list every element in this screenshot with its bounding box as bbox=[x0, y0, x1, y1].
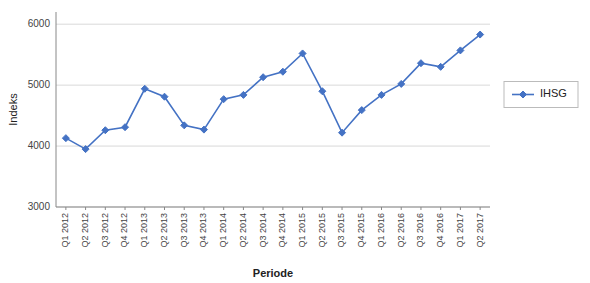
y-axis-line bbox=[56, 12, 57, 207]
point bbox=[299, 50, 306, 57]
point bbox=[62, 135, 69, 142]
x-tick-label: Q4 2012 bbox=[119, 213, 129, 248]
x-tick-label: Q1 2013 bbox=[139, 213, 149, 248]
x-tick bbox=[203, 207, 204, 210]
x-tick bbox=[460, 207, 461, 210]
grid-line bbox=[56, 207, 490, 208]
grid-line bbox=[56, 24, 490, 25]
point bbox=[358, 107, 365, 114]
x-tick-label: Q4 2013 bbox=[198, 213, 208, 248]
x-tick-label: Q2 2012 bbox=[80, 213, 90, 248]
x-tick-label: Q4 2016 bbox=[435, 213, 445, 248]
point bbox=[477, 31, 484, 38]
legend-label: IHSG bbox=[540, 87, 567, 99]
point bbox=[260, 74, 267, 81]
x-tick bbox=[263, 207, 264, 210]
point bbox=[82, 146, 89, 153]
x-tick bbox=[125, 207, 126, 210]
point bbox=[398, 80, 405, 87]
y-tick-label: 6000 bbox=[28, 18, 51, 29]
plot-area bbox=[62, 31, 483, 153]
x-tick bbox=[144, 207, 145, 210]
x-tick bbox=[440, 207, 441, 210]
x-tick-label: Q2 2015 bbox=[317, 213, 327, 248]
grid-line bbox=[56, 85, 490, 86]
point bbox=[339, 129, 346, 136]
x-tick-label: Q1 2015 bbox=[297, 213, 307, 248]
x-tick bbox=[243, 207, 244, 210]
x-tick bbox=[420, 207, 421, 210]
grid-line bbox=[56, 146, 490, 147]
x-tick bbox=[282, 207, 283, 210]
x-tick bbox=[302, 207, 303, 210]
x-tick-label: Q4 2015 bbox=[356, 213, 366, 248]
x-tick bbox=[401, 207, 402, 210]
point bbox=[279, 68, 286, 75]
x-axis: Q1 2012 Q2 2012 Q3 2012 Q4 2012 Q1 2013 Q2 20… bbox=[56, 207, 490, 248]
x-axis-title: Periode bbox=[253, 267, 293, 279]
point bbox=[240, 91, 247, 98]
point bbox=[200, 126, 207, 133]
x-tick-label: Q3 2012 bbox=[100, 213, 110, 248]
x-tick-label: Q1 2017 bbox=[455, 213, 465, 248]
x-tick bbox=[223, 207, 224, 210]
y-tick-label: 5000 bbox=[28, 79, 51, 90]
point bbox=[161, 93, 168, 100]
y-tick-label: 4000 bbox=[28, 140, 51, 151]
x-tick-label: Q2 2014 bbox=[238, 213, 248, 248]
point bbox=[181, 122, 188, 129]
x-tick bbox=[184, 207, 185, 210]
point bbox=[437, 63, 444, 70]
point bbox=[220, 96, 227, 103]
x-tick-label: Q4 2014 bbox=[277, 213, 287, 248]
legend: IHSG bbox=[504, 82, 578, 108]
x-tick-label: Q3 2014 bbox=[258, 213, 268, 248]
x-tick bbox=[480, 207, 481, 210]
point bbox=[122, 124, 129, 131]
x-tick bbox=[65, 207, 66, 210]
point bbox=[141, 85, 148, 92]
x-tick-label: Q2 2013 bbox=[159, 213, 169, 248]
y-axis: 3000 4000 5000 6000 bbox=[28, 12, 56, 212]
x-tick bbox=[322, 207, 323, 210]
x-tick-label: Q2 2016 bbox=[396, 213, 406, 248]
point bbox=[102, 127, 109, 134]
y-axis-title: Indeks bbox=[7, 93, 19, 126]
legend-box bbox=[504, 82, 578, 108]
x-tick bbox=[361, 207, 362, 210]
point bbox=[457, 47, 464, 54]
x-tick-label: Q1 2014 bbox=[218, 213, 228, 248]
x-tick-label: Q3 2015 bbox=[336, 213, 346, 248]
x-tick bbox=[105, 207, 106, 210]
x-tick-label: Q2 2017 bbox=[475, 213, 485, 248]
x-tick bbox=[85, 207, 86, 210]
x-tick-label: Q1 2012 bbox=[60, 213, 70, 248]
point bbox=[319, 88, 326, 95]
x-tick bbox=[381, 207, 382, 210]
legend-marker bbox=[520, 91, 527, 98]
line bbox=[66, 35, 480, 150]
x-tick-label: Q1 2016 bbox=[376, 213, 386, 248]
x-axis-line bbox=[56, 207, 490, 208]
x-tick bbox=[164, 207, 165, 210]
point bbox=[378, 91, 385, 98]
chart: 3000 4000 5000 6000 Q1 2012 Q2 2012 Q3 2012 Q4 … bbox=[0, 0, 590, 283]
point bbox=[417, 60, 424, 67]
grid bbox=[56, 24, 490, 207]
x-tick-label: Q3 2016 bbox=[415, 213, 425, 248]
x-tick bbox=[342, 207, 343, 210]
x-tick-label: Q3 2013 bbox=[179, 213, 189, 248]
y-tick-label: 3000 bbox=[28, 201, 51, 212]
